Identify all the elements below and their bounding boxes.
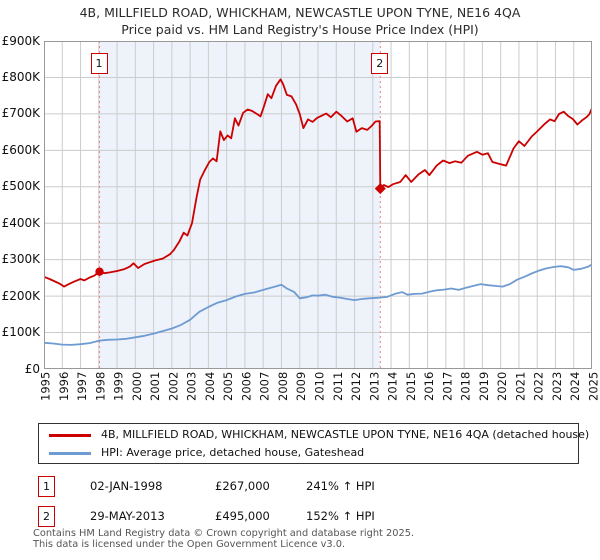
x-tick-label: 2011 [330,371,345,401]
x-tick-label: 2012 [349,371,364,401]
y-tick-label: £200K [1,288,40,303]
price-line-swatch [49,434,91,437]
x-tick-label: 2013 [367,371,382,401]
chart-subtitle: Price paid vs. HM Land Registry's House … [121,22,479,37]
x-tick-label: 2006 [239,371,254,401]
x-tick-label: 2015 [403,371,418,401]
transaction-1-date: 02-JAN-1998 [90,479,163,493]
x-tick-label: 2019 [476,371,491,401]
x-tick-label: 2024 [568,371,583,401]
plot-border [44,41,592,369]
transaction-2-flag: 2 [38,506,55,527]
x-tick-label: 2007 [257,371,272,401]
x-tick-label: 2016 [422,371,437,401]
sale-marker-circle [95,267,104,276]
y-tick-label: £900K [1,33,40,48]
y-tick-label: £100K [1,325,40,340]
transaction-2-date: 29-MAY-2013 [90,509,165,523]
transaction-row-1: 1 02-JAN-1998 £267,000 241% ↑ HPI [0,476,600,498]
x-tick-label: 2008 [275,371,290,401]
transaction-row-2: 2 29-MAY-2013 £495,000 152% ↑ HPI [0,506,600,528]
x-tick-label: 2017 [440,371,455,401]
x-tick-label: 2023 [549,371,564,401]
footer-line-copyright: Contains HM Land Registry data © Crown c… [33,528,415,539]
x-tick-label: 2005 [221,371,236,401]
transaction-1-flag: 1 [38,476,55,497]
x-tick-label: 2025 [586,371,600,401]
x-tick-label: 2000 [129,371,144,401]
y-tick-label: £600K [1,142,40,157]
transaction-2-price: £495,000 [215,509,270,523]
x-tick-label: 2004 [202,371,217,401]
y-tick-label: £800K [1,69,40,84]
x-tick-label: 1998 [93,371,108,401]
legend-label-price-paid: 4B, MILLFIELD ROAD, WHICKHAM, NEWCASTLE … [101,428,590,441]
legend-row-price-paid: 4B, MILLFIELD ROAD, WHICKHAM, NEWCASTLE … [39,426,589,444]
x-tick-label: 2010 [312,371,327,401]
x-tick-label: 2021 [513,371,528,401]
sale-flag-1: 1 [90,53,108,74]
transaction-1-hpi-change: 241% ↑ HPI [306,479,375,493]
x-tick-label: 2002 [166,371,181,401]
x-tick-label: 2018 [458,371,473,401]
plot-area [44,41,592,369]
hpi-line-swatch [49,452,91,455]
y-tick-label: £300K [1,252,40,267]
legend-row-hpi: HPI: Average price, detached house, Gate… [39,444,578,462]
y-tick-label: £400K [1,215,40,230]
between-sales-shading [99,41,381,369]
x-tick-label: 2001 [148,371,163,401]
x-tick-label: 1996 [56,371,71,401]
transaction-2-hpi-change: 152% ↑ HPI [306,509,375,523]
x-tick-label: 1999 [111,371,126,401]
y-tick-label: £0 [24,361,40,376]
legend: 4B, MILLFIELD ROAD, WHICKHAM, NEWCASTLE … [38,423,589,464]
x-tick-label: 1995 [38,371,53,401]
chart-title-address: 4B, MILLFIELD ROAD, WHICKHAM, NEWCASTLE … [79,5,521,20]
sale-flag-2: 2 [371,53,389,74]
license-footer: Contains HM Land Registry data © Crown c… [33,528,414,550]
y-tick-label: £500K [1,179,40,194]
x-tick-label: 2022 [531,371,546,401]
x-tick-label: 2003 [184,371,199,401]
footer-line-licence: This data is licensed under the Open Gov… [33,539,346,550]
transaction-1-price: £267,000 [215,479,270,493]
hpi-line [44,263,592,346]
x-tick-label: 2009 [294,371,309,401]
price-paid-line [44,78,592,288]
sale-marker-diamond [374,183,386,195]
x-tick-label: 1997 [75,371,90,401]
price-chart [44,41,592,369]
x-tick-label: 2020 [495,371,510,401]
x-tick-label: 2014 [385,371,400,401]
legend-label-hpi: HPI: Average price, detached house, Gate… [101,446,365,459]
y-tick-label: £700K [1,106,40,121]
